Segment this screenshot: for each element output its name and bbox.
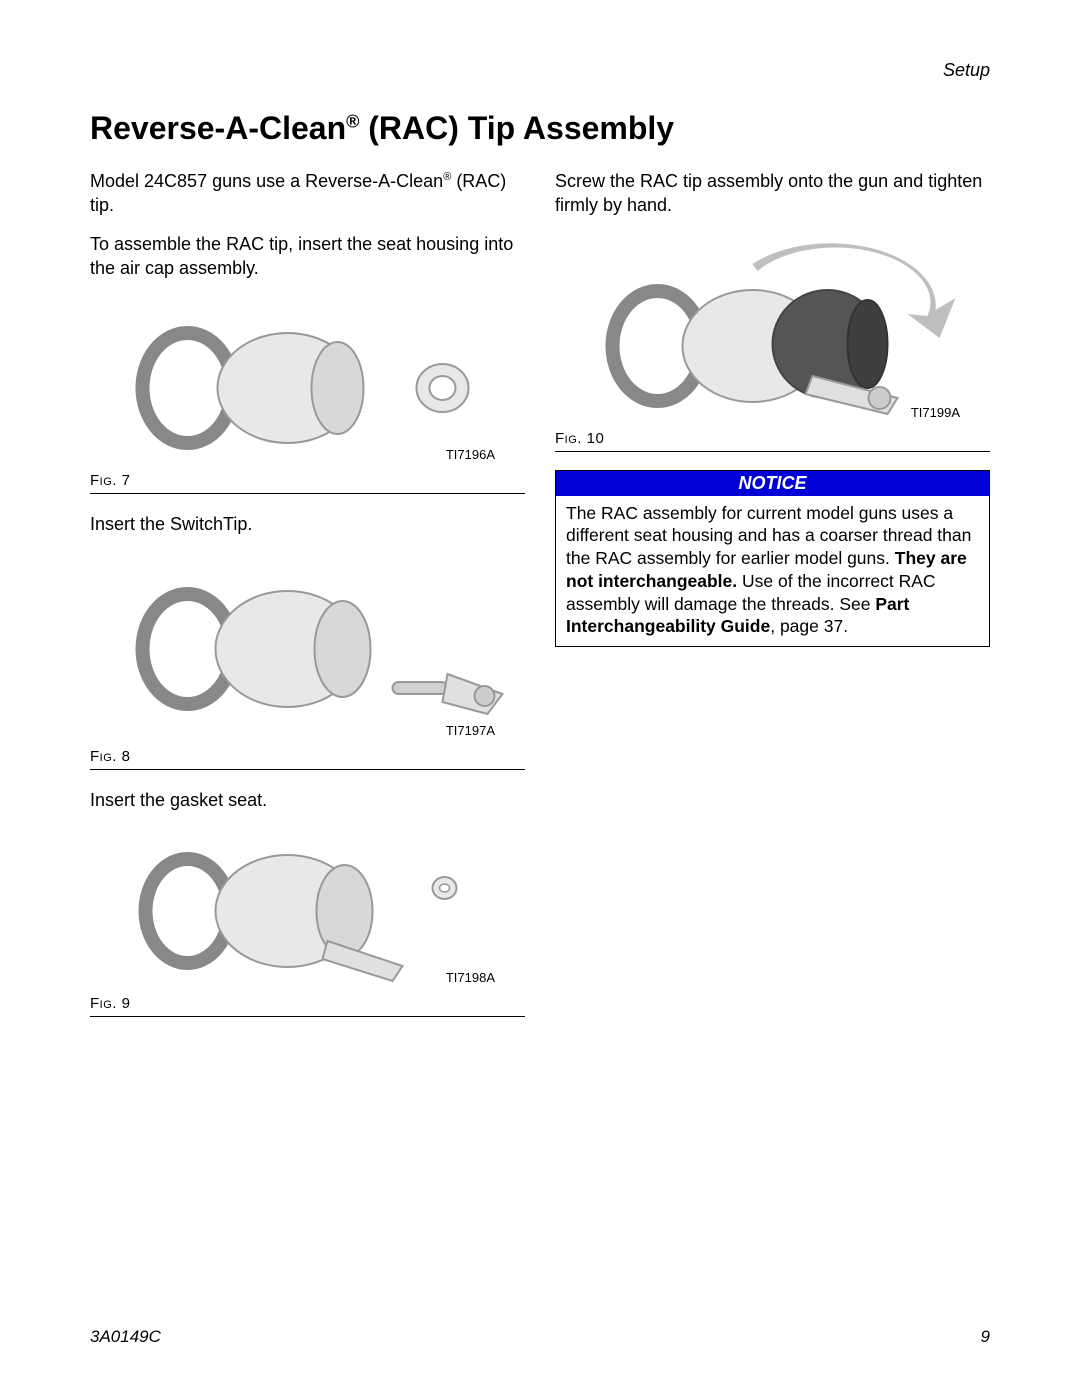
page-root: Setup Reverse-A-Clean® (RAC) Tip Assembl… xyxy=(0,0,1080,1397)
page-footer: 3A0149C 9 xyxy=(90,1327,990,1347)
fig8-label: Fig. xyxy=(90,748,117,765)
fig9-label: Fig. xyxy=(90,995,117,1012)
switchtip-insert-icon xyxy=(90,554,525,744)
footer-pagenum: 9 xyxy=(981,1327,990,1347)
section-header: Setup xyxy=(943,60,990,81)
figure-9: TI7198A Fig. 9 xyxy=(90,831,525,1017)
fig7-label: Fig. xyxy=(90,472,117,489)
figure-10-rule xyxy=(555,451,990,452)
figure-8-caption: Fig. 8 xyxy=(90,748,525,765)
footer-docnum: 3A0149C xyxy=(90,1327,161,1347)
figure-9-ref: TI7198A xyxy=(446,970,495,985)
figure-9-caption: Fig. 9 xyxy=(90,995,525,1012)
figure-10: TI7199A Fig. 10 xyxy=(555,236,990,452)
figure-9-image: TI7198A xyxy=(90,831,525,991)
figure-7-rule xyxy=(90,493,525,494)
left-para-4: Insert the gasket seat. xyxy=(90,788,525,812)
left-para-3: Insert the SwitchTip. xyxy=(90,512,525,536)
fig10-num: 10 xyxy=(587,430,605,447)
right-column: Screw the RAC tip assembly onto the gun … xyxy=(555,169,990,1035)
title-registered-icon: ® xyxy=(346,111,359,131)
page-title: Reverse-A-Clean® (RAC) Tip Assembly xyxy=(90,110,990,147)
title-post: (RAC) Tip Assembly xyxy=(359,110,674,146)
tip-assembly-icon xyxy=(90,298,525,468)
figure-7-image: TI7196A xyxy=(90,298,525,468)
title-pre: Reverse-A-Clean xyxy=(90,110,346,146)
figure-7-caption: Fig. 7 xyxy=(90,472,525,489)
figure-10-image: TI7199A xyxy=(555,236,990,426)
notice-header: NOTICE xyxy=(556,471,989,496)
figure-8: TI7197A Fig. 8 xyxy=(90,554,525,770)
figure-7: TI7196A Fig. 7 xyxy=(90,298,525,494)
figure-7-ref: TI7196A xyxy=(446,447,495,462)
fig8-num: 8 xyxy=(122,748,131,765)
two-column-layout: Model 24C857 guns use a Reverse-A-Clean®… xyxy=(90,169,990,1035)
figure-8-rule xyxy=(90,769,525,770)
gasket-seat-icon xyxy=(90,831,525,991)
left-para-1: Model 24C857 guns use a Reverse-A-Clean®… xyxy=(90,169,525,218)
notice-text-3: , page 37. xyxy=(770,616,848,636)
fig7-num: 7 xyxy=(122,472,131,489)
left-column: Model 24C857 guns use a Reverse-A-Clean®… xyxy=(90,169,525,1035)
figure-8-ref: TI7197A xyxy=(446,723,495,738)
notice-body: The RAC assembly for current model guns … xyxy=(556,496,989,647)
notice-box: NOTICE The RAC assembly for current mode… xyxy=(555,470,990,648)
figure-10-ref: TI7199A xyxy=(911,405,960,420)
fig10-label: Fig. xyxy=(555,430,582,447)
figure-9-rule xyxy=(90,1016,525,1017)
figure-8-image: TI7197A xyxy=(90,554,525,744)
screw-on-assembly-icon xyxy=(555,236,990,426)
left-p1-a: Model 24C857 guns use a Reverse-A-Clean xyxy=(90,171,443,191)
fig9-num: 9 xyxy=(122,995,131,1012)
right-para-1: Screw the RAC tip assembly onto the gun … xyxy=(555,169,990,218)
figure-10-caption: Fig. 10 xyxy=(555,430,990,447)
left-para-2: To assemble the RAC tip, insert the seat… xyxy=(90,232,525,281)
